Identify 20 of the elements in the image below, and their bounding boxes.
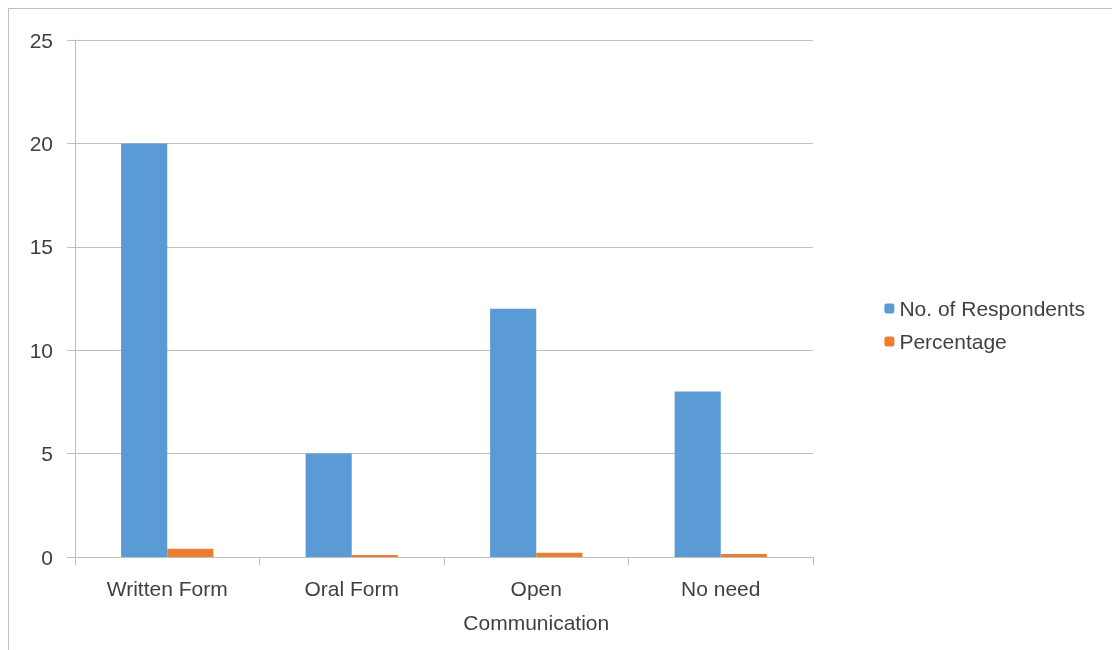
legend-label: Percentage [899, 330, 1007, 353]
bar [720, 553, 767, 557]
bar [305, 453, 352, 557]
y-tick-label: 20 [29, 131, 53, 155]
x-tick-label: No need [681, 576, 761, 600]
bar [121, 143, 168, 557]
bar [351, 554, 398, 557]
x-tick-label: Oral Form [304, 576, 399, 600]
bar [536, 552, 583, 557]
y-tick-label: 25 [29, 28, 53, 52]
y-tick-label: 0 [41, 545, 53, 569]
bar [490, 308, 537, 557]
bar [674, 391, 721, 557]
x-tick-label: Written Form [106, 576, 228, 600]
x-tick-label: Open Communication [463, 576, 610, 634]
legend-label: No. of Respondents [899, 297, 1086, 320]
bar [167, 548, 214, 557]
y-tick-label: 5 [41, 442, 53, 466]
y-tick-label: 15 [29, 235, 53, 259]
y-tick-label: 10 [29, 338, 53, 362]
